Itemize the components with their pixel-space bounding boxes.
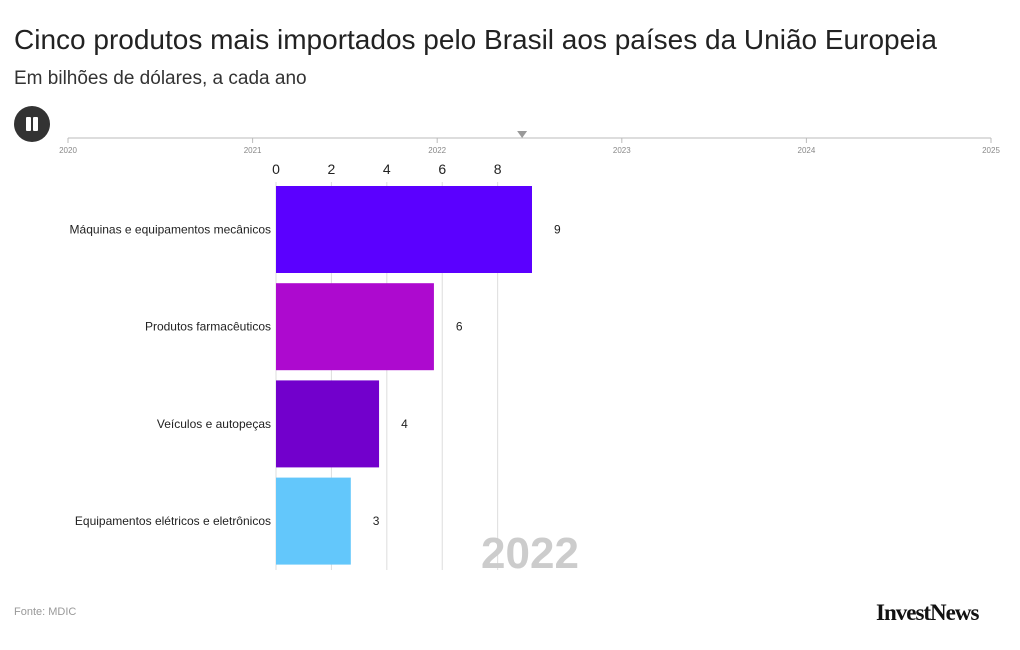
category-label: Máquinas e equipamentos mecânicos	[70, 223, 271, 237]
play-pause-button[interactable]	[14, 106, 50, 142]
year-watermark: 2022	[481, 529, 579, 578]
chart-title: Cinco produtos mais importados pelo Bras…	[14, 24, 937, 55]
bar	[276, 186, 532, 273]
timeline-year-label[interactable]: 2023	[613, 146, 631, 155]
brand-logo: InvestNews	[876, 600, 979, 625]
source-note: Fonte: MDIC	[14, 606, 77, 618]
pause-icon	[26, 117, 31, 131]
x-tick-label: 2	[328, 161, 336, 177]
timeline-year-label[interactable]: 2024	[798, 146, 816, 155]
x-tick-label: 8	[494, 161, 502, 177]
data-label: 3	[373, 514, 380, 528]
timeline-slider[interactable]: 2020 2021 2022 2023 2024 2025	[59, 131, 1000, 155]
timeline-year-label[interactable]: 2021	[244, 146, 262, 155]
category-label: Veículos e autopeças	[157, 417, 271, 431]
bar	[276, 380, 380, 468]
x-axis: 0 2 4 6 8	[272, 161, 502, 177]
x-tick-label: 6	[438, 161, 446, 177]
bars: Máquinas e equipamentos mecânicos 9 Produt…	[70, 186, 561, 565]
timeline-year-label[interactable]: 2022	[428, 146, 446, 155]
data-label: 6	[456, 320, 463, 334]
category-label: Produtos farmacêuticos	[145, 320, 271, 334]
x-tick-label: 0	[272, 161, 280, 177]
category-label: Equipamentos elétricos e eletrônicos	[75, 514, 271, 528]
data-label: 9	[554, 223, 561, 237]
chart-subtitle: Em bilhões de dólares, a cada ano	[14, 68, 307, 89]
x-tick-label: 4	[383, 161, 391, 177]
data-label: 4	[401, 417, 408, 431]
timeline-handle[interactable]	[517, 131, 528, 138]
timeline-year-label[interactable]: 2025	[982, 146, 1000, 155]
bar	[276, 477, 351, 565]
pause-icon-bar	[33, 117, 38, 131]
bar	[276, 283, 434, 371]
timeline-year-label[interactable]: 2020	[59, 146, 77, 155]
